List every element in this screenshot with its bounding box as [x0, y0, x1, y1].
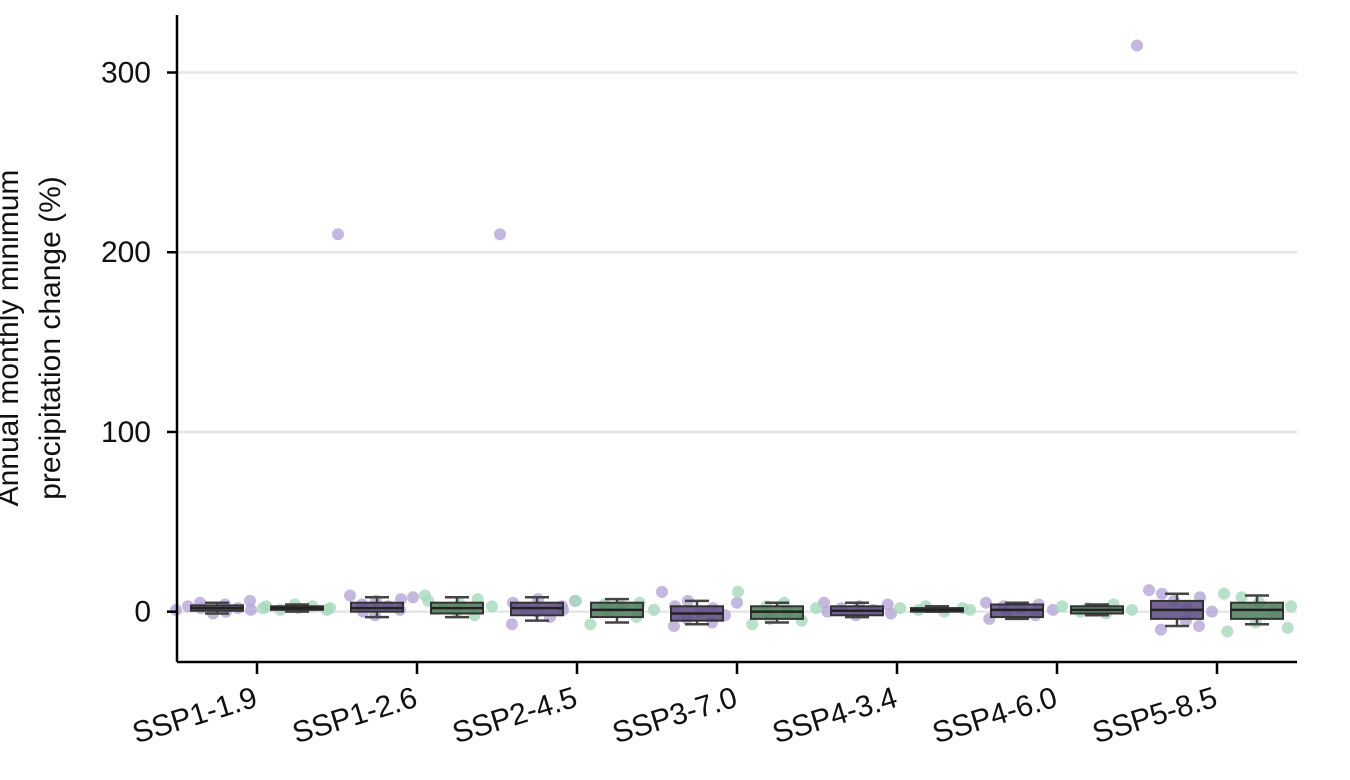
- data-point-0-3-1: [668, 620, 680, 633]
- axes: [167, 15, 1297, 674]
- data-point-0-2-0: [494, 228, 506, 241]
- data-point-1-6-1: [1221, 625, 1234, 638]
- x-tick-label-6: SSP5-8.5: [1089, 681, 1221, 750]
- data-point-0-6-7: [1193, 620, 1205, 633]
- x-tick-label-4: SSP4-3.4: [769, 681, 901, 750]
- data-point-1-4-0: [894, 602, 906, 615]
- data-point-1-0-1: [260, 600, 273, 613]
- data-point-0-6-9: [1206, 605, 1218, 618]
- labels: Annual monthly minimum precipitation cha…: [0, 57, 1221, 751]
- data-point-0-3-0: [656, 585, 668, 598]
- data-point-0-6-0: [1131, 39, 1143, 52]
- data-point-0-1-9: [407, 591, 419, 604]
- data-point-0-3-9: [731, 596, 743, 609]
- x-tick-label-1: SSP1-2.6: [289, 681, 421, 750]
- data-point-0-0-8: [244, 594, 256, 607]
- y-axis-label-line-1: Annual monthly minimum: [0, 170, 25, 507]
- data-point-1-6-0: [1218, 587, 1230, 600]
- y-tick-label-300: 300: [101, 57, 151, 90]
- x-tick-label-5: SSP4-6.0: [929, 681, 1061, 750]
- data-point-0-6-3: [1156, 587, 1168, 600]
- data-point-0-4-7: [885, 607, 897, 620]
- data-point-1-6-7: [1285, 600, 1297, 613]
- data-point-1-2-1: [584, 618, 597, 631]
- data-point-1-2-0: [570, 594, 582, 607]
- data-point-0-6-2: [1155, 623, 1167, 636]
- x-tick-label-0: SSP1-1.9: [129, 681, 261, 750]
- x-tick-label-2: SSP2-4.5: [449, 681, 581, 750]
- y-tick-label-100: 100: [101, 416, 151, 449]
- data-point-1-2-7: [648, 603, 660, 616]
- data-point-1-3-7: [810, 602, 822, 615]
- data-point-1-6-2: [1235, 591, 1248, 604]
- data-point-1-6-6: [1281, 621, 1294, 634]
- y-tick-label-200: 200: [101, 236, 151, 269]
- data-point-1-3-0: [732, 585, 744, 598]
- boxes: [190, 592, 1284, 628]
- grid-lines: [177, 71, 1297, 613]
- data-point-1-3-1: [746, 618, 759, 631]
- y-axis-label-line-2: precipitation change (%): [34, 176, 67, 500]
- data-point-0-0-9: [245, 603, 257, 616]
- data-point-0-6-1: [1143, 584, 1155, 597]
- data-point-1-5-5: [1126, 603, 1138, 616]
- data-point-0-1-0: [332, 228, 344, 241]
- strip-points: [170, 39, 1297, 638]
- data-point-1-1-7: [486, 600, 498, 613]
- data-point-0-5-7: [1047, 603, 1059, 616]
- x-tick-label-3: SSP3-7.0: [609, 681, 741, 750]
- y-tick-label-0: 0: [134, 596, 151, 629]
- data-point-0-2-1: [506, 618, 518, 631]
- data-point-1-0-7: [324, 602, 336, 615]
- data-point-1-5-0: [1056, 600, 1068, 613]
- data-point-1-4-5: [964, 603, 976, 616]
- data-point-0-1-1: [344, 589, 356, 602]
- data-point-0-5-0: [980, 596, 992, 609]
